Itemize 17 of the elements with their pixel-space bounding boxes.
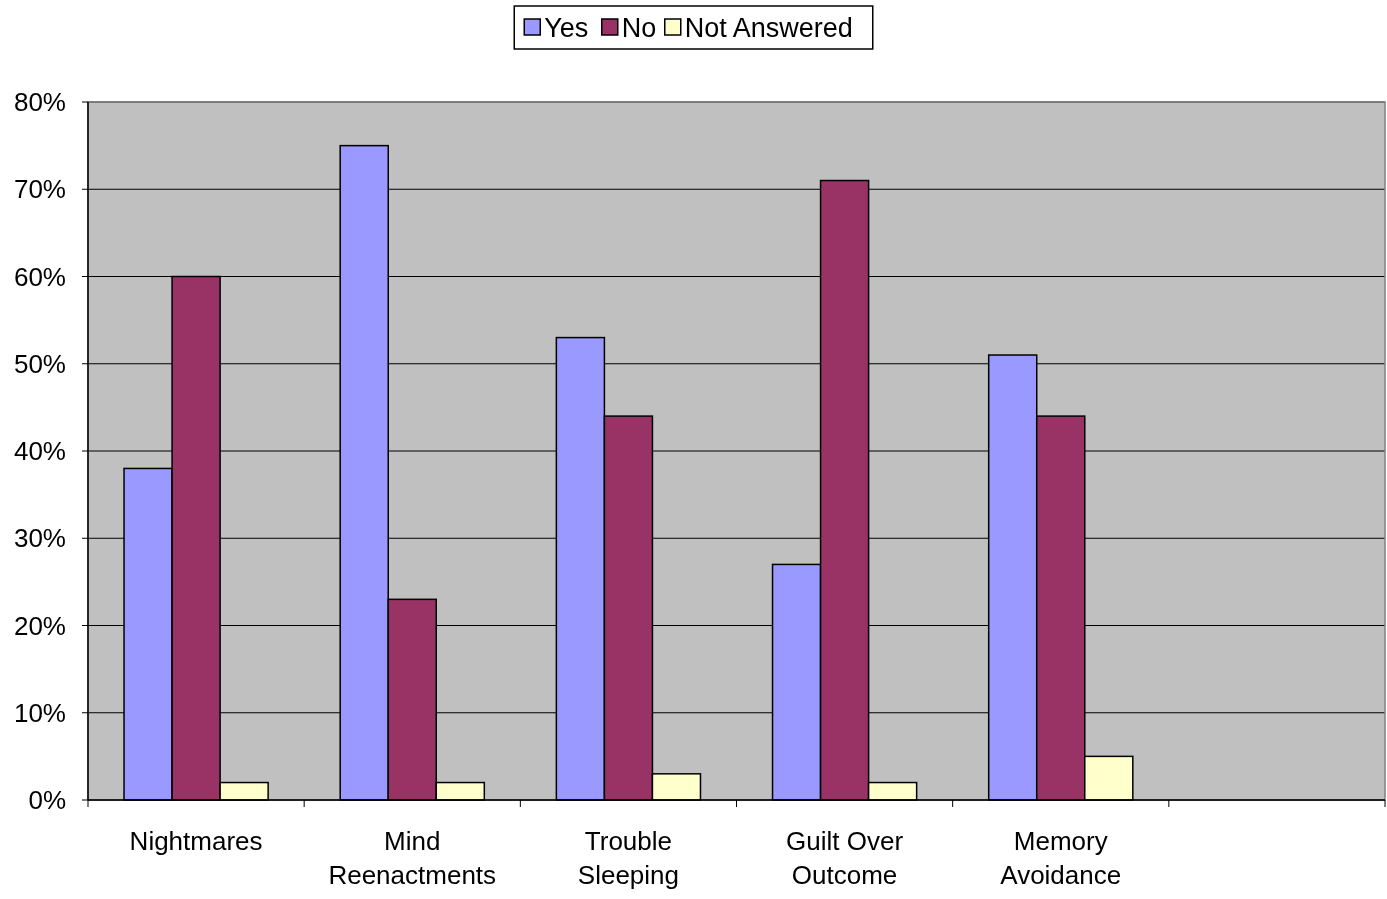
legend-label: No (621, 13, 657, 44)
x-tick-label: Nightmares (129, 826, 263, 856)
legend-label: Yes (544, 13, 589, 44)
x-tick-label: Memory Avoidance (1000, 826, 1122, 890)
x-tick-label: Guilt Over Outcome (786, 826, 904, 890)
y-tick-label: 50% (13, 348, 66, 379)
y-tick-label: 60% (13, 261, 66, 292)
x-tick-label: Mind Reenactments (328, 826, 497, 890)
y-tick-label: 70% (13, 174, 66, 205)
y-tick-label: 80% (13, 87, 66, 118)
y-tick-label: 40% (13, 436, 66, 467)
x-tick-label: Trouble Sleeping (577, 826, 680, 890)
y-tick-label: 30% (13, 523, 66, 554)
legend-label: Not Answered (684, 13, 853, 44)
y-tick-label: 20% (13, 610, 66, 641)
y-tick-label: 10% (13, 697, 66, 728)
y-tick-label: 0% (28, 785, 66, 816)
